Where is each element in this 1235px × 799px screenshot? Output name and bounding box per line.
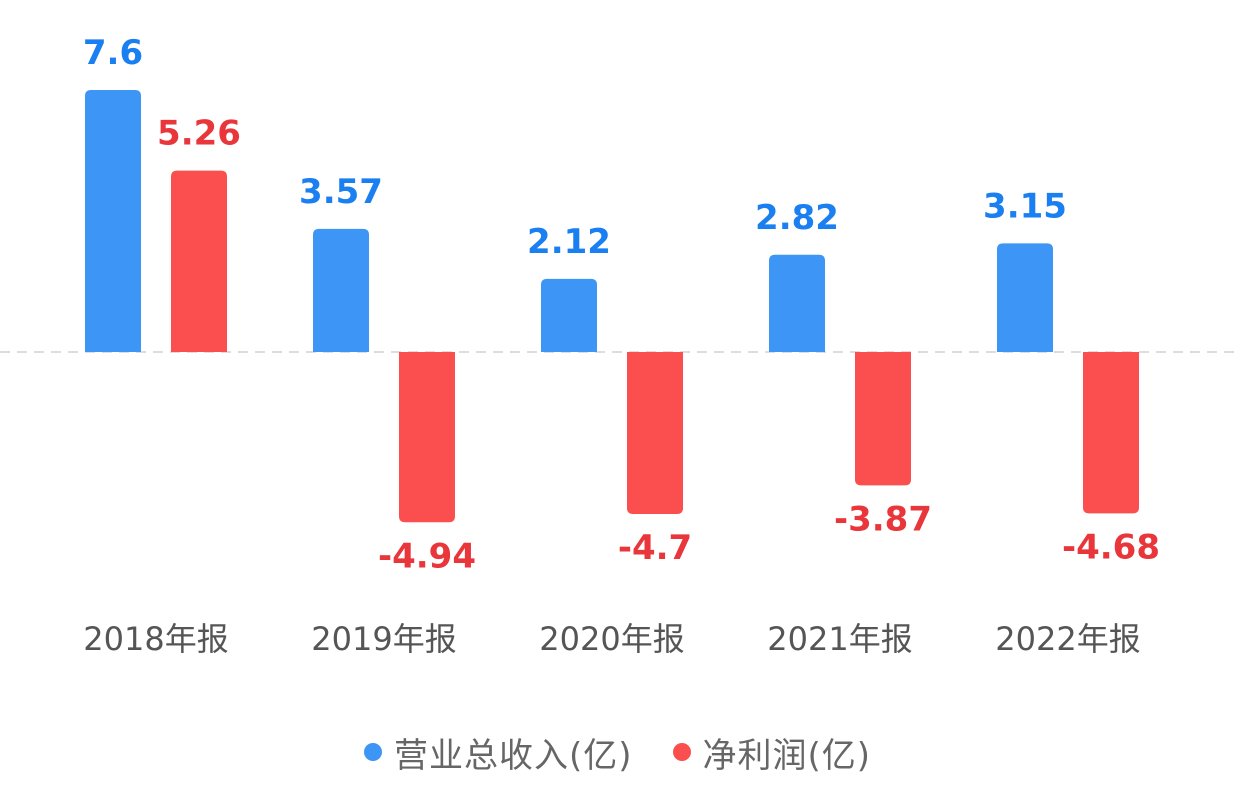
bar-net-profit-3[interactable] — [855, 352, 911, 486]
data-label-net-profit-1: -4.94 — [378, 536, 476, 576]
category-label-3: 2021年报 — [767, 620, 912, 658]
bar-net-profit-2[interactable] — [627, 352, 683, 515]
data-label-revenue-3: 2.82 — [755, 198, 839, 238]
category-label-4: 2022年报 — [995, 620, 1140, 658]
bar-revenue-4[interactable] — [997, 243, 1053, 352]
data-label-revenue-2: 2.12 — [527, 222, 611, 262]
bar-net-profit-4[interactable] — [1083, 352, 1139, 514]
legend-item-net-profit[interactable]: 净利润(亿) — [672, 728, 872, 777]
data-label-net-profit-3: -3.87 — [834, 499, 932, 539]
bar-net-profit-0[interactable] — [171, 170, 227, 352]
data-label-revenue-4: 3.15 — [983, 186, 1067, 226]
legend-revenue-label: 营业总收入(亿) — [393, 735, 633, 776]
category-label-2: 2020年报 — [539, 620, 684, 658]
bar-net-profit-1[interactable] — [399, 352, 455, 523]
data-label-revenue-0: 7.6 — [83, 33, 143, 73]
data-label-revenue-1: 3.57 — [299, 172, 383, 212]
data-label-net-profit-4: -4.68 — [1062, 527, 1160, 567]
legend-item-revenue[interactable]: 营业总收入(亿) — [363, 728, 633, 777]
data-label-net-profit-2: -4.7 — [618, 528, 692, 568]
legend-net-profit-label: 净利润(亿) — [702, 735, 872, 776]
bar-revenue-0[interactable] — [85, 90, 141, 352]
category-label-1: 2019年报 — [311, 620, 456, 658]
legend-revenue-dot — [363, 743, 382, 761]
data-label-net-profit-0: 5.26 — [157, 114, 241, 154]
bar-revenue-2[interactable] — [541, 278, 597, 352]
category-label-0: 2018年报 — [83, 620, 228, 658]
bar-revenue-1[interactable] — [313, 228, 369, 352]
bar-revenue-3[interactable] — [769, 254, 825, 352]
legend-net-profit-dot — [672, 743, 691, 761]
legend: 营业总收入(亿) 净利润(亿) — [0, 722, 1235, 782]
